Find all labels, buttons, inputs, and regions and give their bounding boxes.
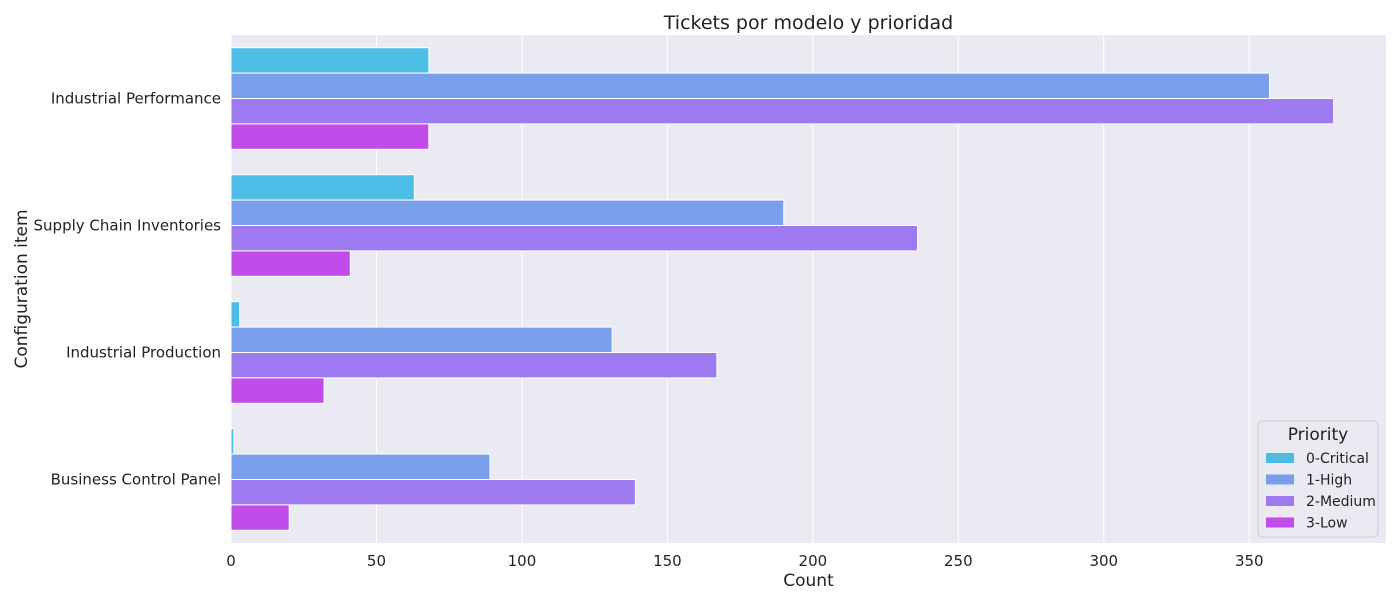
x-tick-label: 250 xyxy=(944,552,973,570)
bar xyxy=(230,326,613,354)
bar xyxy=(230,174,415,201)
bar xyxy=(230,352,718,379)
bar xyxy=(230,250,351,277)
y-tick-labels: Industrial Performance Supply Chain Inven… xyxy=(34,90,222,489)
y-axis-label: Configuration item xyxy=(12,209,32,368)
legend-box xyxy=(1257,420,1379,538)
legend-swatch xyxy=(1266,474,1294,485)
y-tick-label: Industrial Production xyxy=(66,344,221,362)
legend-label: 0-Critical xyxy=(1306,451,1369,467)
x-tick-label: 300 xyxy=(1089,552,1118,570)
x-tick-label: 0 xyxy=(226,552,236,570)
x-tick-label: 200 xyxy=(799,552,828,570)
bars xyxy=(230,47,1335,531)
x-tick-label: 100 xyxy=(508,552,537,570)
x-tick-label: 50 xyxy=(367,552,386,570)
x-tick-labels: 0 50 100 150 200 250 300 350 xyxy=(226,552,1263,570)
bar xyxy=(230,72,1271,99)
bar xyxy=(230,479,636,506)
legend-label: 3-Low xyxy=(1306,516,1348,532)
x-tick-label: 150 xyxy=(653,552,682,570)
x-axis-label: Count xyxy=(783,571,834,591)
legend-swatch xyxy=(1266,496,1294,506)
legend-label: 1-High xyxy=(1306,473,1352,489)
legend-swatch xyxy=(1266,453,1294,463)
bar xyxy=(230,225,919,252)
x-tick-label: 350 xyxy=(1235,552,1264,570)
bar xyxy=(230,301,241,328)
bar xyxy=(230,453,491,481)
legend-title: Priority xyxy=(1288,425,1349,445)
bar xyxy=(230,504,290,531)
bar xyxy=(230,377,325,404)
chart-title: Tickets por modelo y prioridad xyxy=(663,12,953,34)
bar xyxy=(230,47,430,74)
bar xyxy=(230,123,430,150)
y-tick-label: Business Control Panel xyxy=(51,471,221,489)
bar xyxy=(230,98,1335,125)
y-tick-label: Industrial Performance xyxy=(51,90,221,108)
bar xyxy=(230,428,235,455)
bar xyxy=(230,199,785,227)
legend: Priority 0-Critical 1-High 2-Medium 3-Low xyxy=(1257,420,1379,538)
legend-swatch xyxy=(1266,517,1294,528)
y-tick-label: Supply Chain Inventories xyxy=(34,217,222,235)
legend-label: 2-Medium xyxy=(1306,494,1376,510)
